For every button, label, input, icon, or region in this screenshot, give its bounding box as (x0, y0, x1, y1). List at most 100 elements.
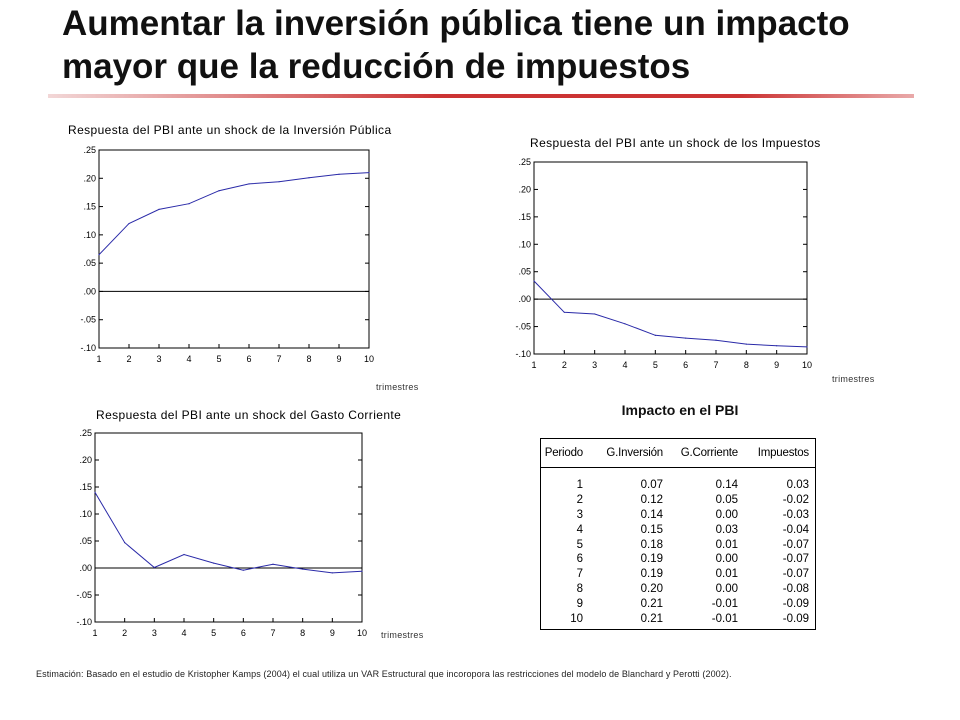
data-point (248, 183, 250, 185)
y-tick-label: -.05 (515, 322, 531, 332)
cell-g-inversion: 0.21 (640, 612, 663, 625)
y-tick-label: .05 (79, 536, 92, 546)
x-axis-label: trimestres (832, 374, 875, 384)
y-tick-label: .25 (83, 145, 96, 155)
cell-g-inversion: 0.21 (640, 597, 663, 610)
x-tick-label: 7 (270, 628, 275, 638)
series-line (98, 172, 370, 256)
table-row: 5 0.18 0.01 -0.07 (541, 537, 815, 552)
column-header-impuestos: Impuestos (757, 447, 809, 459)
data-point (183, 553, 185, 556)
slide-title: Aumentar la inversión pública tiene un i… (62, 4, 850, 86)
y-tick-label: .10 (83, 230, 96, 240)
y-tick-label: .15 (83, 202, 96, 212)
impact-table: Periodo G.Inversión G.Corriente Impuesto… (540, 438, 816, 630)
cell-g-corriente: 0.01 (715, 568, 738, 581)
data-point (188, 203, 190, 205)
y-tick-label: .00 (83, 286, 96, 296)
cell-impuestos: -0.07 (782, 568, 809, 581)
chart-title: Respuesta del PBI ante un shock del Gast… (96, 408, 401, 422)
x-tick-label: 8 (300, 628, 305, 638)
x-tick-label: 3 (592, 360, 597, 370)
data-point (776, 345, 778, 347)
data-point (124, 542, 126, 544)
x-tick-label: 4 (181, 628, 186, 638)
y-tick-label: .15 (518, 212, 531, 222)
y-tick-label: .10 (79, 509, 92, 519)
footnote: Estimación: Basado en el estudio de Kris… (36, 669, 732, 679)
x-tick-label: 2 (126, 354, 131, 364)
cell-g-inversion: 0.15 (640, 523, 663, 536)
y-tick-label: .00 (79, 563, 92, 573)
table-header-row: Periodo G.Inversión G.Corriente Impuesto… (541, 439, 815, 468)
y-tick-label: .20 (79, 455, 92, 465)
table-row: 7 0.19 0.01 -0.07 (541, 567, 815, 582)
x-tick-label: 5 (211, 628, 216, 638)
column-header-g-corriente: G.Corriente (680, 447, 738, 459)
data-point (806, 346, 808, 348)
cell-impuestos: -0.08 (782, 582, 809, 595)
cell-impuestos: -0.03 (782, 508, 809, 521)
data-point (685, 337, 687, 339)
x-tick-label: 9 (330, 628, 335, 638)
table-row: 8 0.20 0.00 -0.08 (541, 582, 815, 597)
data-point (272, 563, 274, 565)
x-tick-label: 8 (744, 360, 749, 370)
cell-g-inversion: 0.19 (640, 568, 663, 581)
data-point (654, 334, 656, 336)
x-tick-label: 7 (713, 360, 718, 370)
table-body: 1 0.07 0.14 0.03 2 0.12 0.05 -0.02 3 0.14 0.00 -0.0… (541, 468, 815, 626)
cell-g-corriente: -0.01 (711, 597, 738, 610)
data-point (624, 323, 626, 325)
x-tick-label: 3 (156, 354, 161, 364)
x-tick-label: 1 (96, 354, 101, 364)
column-header-periodo: Periodo (544, 447, 583, 459)
x-tick-label: 6 (241, 628, 246, 638)
y-tick-label: -.10 (80, 343, 96, 353)
cell-impuestos: -0.07 (782, 538, 809, 551)
y-tick-label: .05 (83, 258, 96, 268)
x-tick-label: 8 (306, 354, 311, 364)
x-axis-label: trimestres (381, 630, 424, 640)
cell-g-corriente: 0.03 (715, 523, 738, 536)
cell-g-inversion: 0.19 (640, 553, 663, 566)
cell-impuestos: -0.04 (782, 523, 809, 536)
series-line (94, 492, 363, 574)
cell-g-inversion: 0.07 (640, 479, 663, 492)
cell-g-inversion: 0.14 (640, 508, 663, 521)
data-point (338, 173, 340, 175)
x-tick-label: 5 (216, 354, 221, 364)
x-tick-label: 1 (92, 628, 97, 638)
cell-g-corriente: -0.01 (711, 612, 738, 625)
cell-periodo: 8 (576, 582, 583, 595)
y-tick-label: -.10 (515, 349, 531, 359)
data-point (278, 181, 280, 183)
cell-periodo: 6 (576, 553, 583, 566)
x-tick-label: 4 (186, 354, 191, 364)
table-row: 9 0.21 -0.01 -0.09 (541, 596, 815, 611)
x-tick-label: 2 (562, 360, 567, 370)
x-axis-label: trimestres (376, 382, 419, 392)
plot-frame (98, 149, 370, 349)
cell-g-corriente: 0.05 (715, 494, 738, 507)
cell-periodo: 9 (576, 597, 583, 610)
data-point (128, 222, 130, 225)
data-point (361, 570, 363, 572)
x-tick-label: 10 (802, 360, 812, 370)
data-point (368, 172, 370, 174)
title-underline (48, 94, 914, 98)
y-tick-label: -.10 (76, 617, 92, 627)
y-tick-label: .05 (518, 267, 531, 277)
cell-periodo: 4 (576, 523, 583, 536)
x-tick-label: 2 (122, 628, 127, 638)
cell-periodo: 3 (576, 508, 583, 521)
table-row: 2 0.12 0.05 -0.02 (541, 493, 815, 508)
y-tick-label: .15 (79, 482, 92, 492)
y-tick-label: .20 (518, 184, 531, 194)
y-tick-label: -.05 (80, 315, 96, 325)
y-tick-label: .25 (79, 428, 92, 438)
data-point (745, 343, 747, 345)
data-point (302, 568, 304, 570)
y-tick-label: .10 (518, 239, 531, 249)
cell-periodo: 5 (576, 538, 583, 551)
